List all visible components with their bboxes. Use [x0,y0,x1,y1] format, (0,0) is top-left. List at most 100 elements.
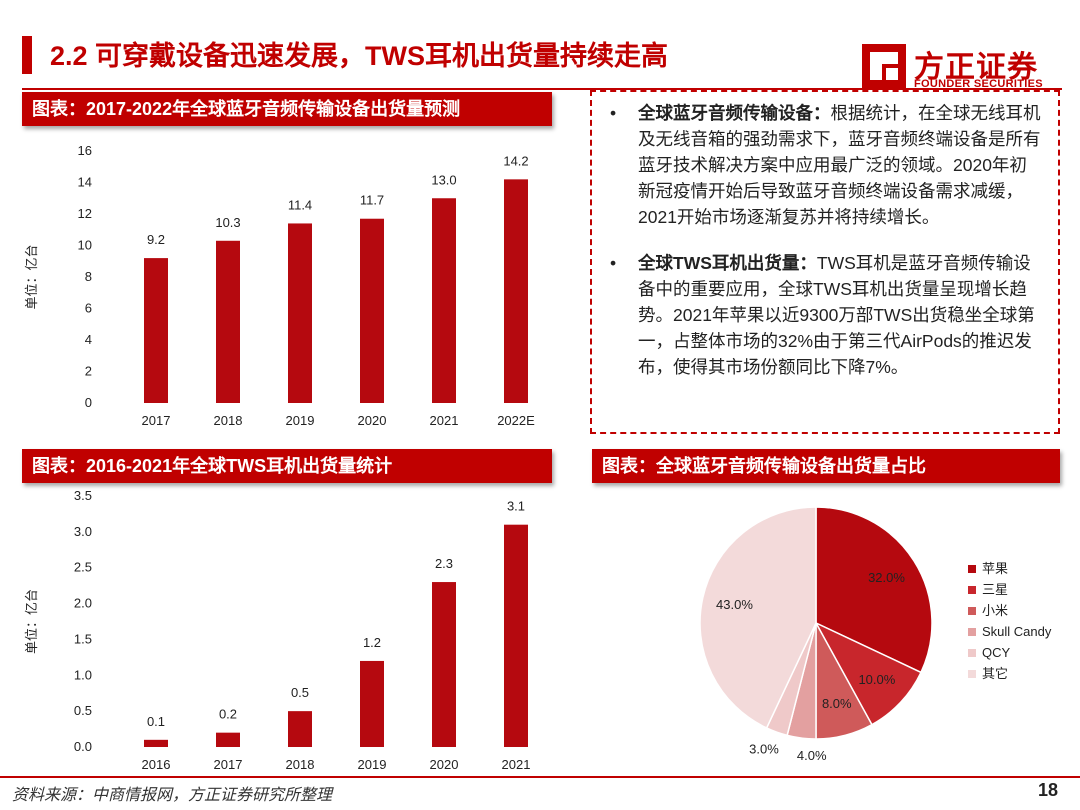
y-tick-label: 10 [78,238,92,253]
pie-slice [699,506,817,729]
legend-item: Skull Candy [968,621,1051,642]
y-tick-label: 12 [78,206,92,221]
legend-item: 苹果 [968,558,1051,579]
company-logo: 方正证券 FOUNDER SECURITIES [862,42,1062,92]
chart2-title: 图表：2016-2021年全球TWS耳机出货量统计 [22,449,552,483]
page-title: 2.2 可穿戴设备迅速发展，TWS耳机出货量持续走高 [50,41,669,71]
legend-item: 三星 [968,579,1051,600]
legend-label: QCY [982,645,1011,660]
bar [432,582,456,747]
pie-slice [814,621,922,726]
bullet-icon: • [610,103,617,123]
pie-data-label: 8.0% [822,696,852,711]
x-tick-label: 2022E [497,413,535,428]
data-label: 11.4 [288,197,312,212]
y-tick-label: 0 [85,395,92,410]
logo-english-text: FOUNDER SECURITIES [914,78,1043,90]
legend-item: 其它 [968,663,1051,684]
data-label: 1.2 [363,635,381,650]
bullet-body: 根据统计，在全球无线耳机及无线音箱的强劲需求下，蓝牙音频终端设备是所有蓝牙技术解… [638,103,1041,227]
legend-swatch [968,669,976,678]
x-tick-label: 2017 [214,757,243,772]
chart3-title: 图表：全球蓝牙音频传输设备出货量占比 [592,449,1060,483]
chart1-bluetooth-shipments: 单位：亿台 0 2 4 6 8 10 12 14 16 9.2 2017 10.3 2018 11.4 201… [24,143,535,428]
bullet-item-bluetooth: • 全球蓝牙音频传输设备：根据统计，在全球无线耳机及无线音箱的强劲需求下，蓝牙音… [600,100,1044,230]
data-label: 10.3 [215,215,240,230]
y-tick-label: 16 [78,143,92,158]
legend-swatch [968,627,976,636]
footer-divider [0,776,1080,778]
legend-swatch [968,606,976,615]
y-tick-label: 8 [85,269,92,284]
y-tick-label: 2 [85,364,92,379]
y-tick-label: 1.0 [74,667,92,682]
bar [216,240,240,403]
x-tick-label: 2020 [430,757,459,772]
y-tick-label: 2.5 [74,560,92,575]
pie-data-label: 32.0% [868,570,905,585]
legend-item: 小米 [968,600,1051,621]
x-tick-label: 2018 [286,757,315,772]
y-tick-label: 6 [85,301,92,316]
y-tick-label: 3.0 [74,524,92,539]
y-tick-label: 3.5 [74,488,92,503]
bar [288,223,312,403]
legend-swatch [968,585,976,594]
data-label: 3.1 [507,499,525,514]
bar [432,198,456,403]
data-label: 13.0 [431,172,456,187]
pie-slice [815,506,933,674]
data-label: 0.5 [291,685,309,700]
y-tick-label: 4 [85,332,92,347]
pie-data-label: 10.0% [858,672,895,687]
x-tick-label: 2018 [214,413,243,428]
bullet-heading: 全球TWS耳机出货量： [638,253,817,273]
pie-data-label: 4.0% [797,748,827,763]
x-tick-label: 2021 [430,413,459,428]
pie-data-label: 43.0% [716,597,753,612]
logo-chinese-text: 方正证券 [914,51,1038,84]
bullet-body: TWS耳机是蓝牙音频传输设备中的重要应用，全球TWS耳机出货量呈现增长趋势。20… [638,253,1035,377]
y-tick-label: 0.5 [74,703,92,718]
y-tick-label: 1.5 [74,631,92,646]
x-tick-label: 2020 [358,413,387,428]
bar [144,739,168,747]
y-tick-label: 14 [78,175,92,190]
y-axis-label: 单位：亿台 [24,244,39,309]
page-number: 18 [1037,780,1058,800]
pie-legend: 苹果三星小米 Skull Candy QCY 其它 [968,558,1051,684]
header-divider [22,88,1062,90]
legend-item: QCY [968,642,1051,663]
x-tick-label: 2016 [142,757,171,772]
bar [504,179,528,403]
data-label: 2.3 [435,556,453,571]
legend-label: 苹果 [982,561,1009,576]
y-axis-label: 单位：亿台 [24,589,39,654]
bullet-heading: 全球蓝牙音频传输设备： [638,103,831,123]
chart2-tws-shipments: 单位：亿台 0.0 0.5 1.0 1.5 2.0 2.5 3.0 3.5 0.1 2016 0.2 2… [24,488,531,772]
legend-label: 小米 [982,603,1009,618]
legend-swatch [968,648,976,657]
y-tick-label: 0.0 [74,739,92,754]
data-label: 14.2 [503,153,528,168]
legend-label: Skull Candy [982,624,1052,639]
data-label: 0.1 [147,714,165,729]
x-tick-label: 2017 [142,413,171,428]
x-tick-label: 2019 [358,757,387,772]
commentary-box: • 全球蓝牙音频传输设备：根据统计，在全球无线耳机及无线音箱的强劲需求下，蓝牙音… [590,90,1060,434]
legend-label: 三星 [982,582,1009,597]
bar [288,711,312,747]
bar [360,218,384,403]
pie-data-label: 3.0% [749,741,779,756]
chart3-market-share-pie: 32.0% 10.0% 8.0% 4.0% 3.0% 43.0% [699,506,933,763]
bar [504,524,528,747]
title-accent-bar [22,36,32,74]
data-label: 11.7 [360,193,384,208]
legend-swatch [968,564,976,573]
data-label: 0.2 [219,707,237,722]
x-tick-label: 2021 [502,757,531,772]
chart1-title: 图表：2017-2022年全球蓝牙音频传输设备出货量预测 [22,92,552,126]
bar [360,660,384,747]
y-tick-label: 2.0 [74,596,92,611]
bar [144,258,168,403]
